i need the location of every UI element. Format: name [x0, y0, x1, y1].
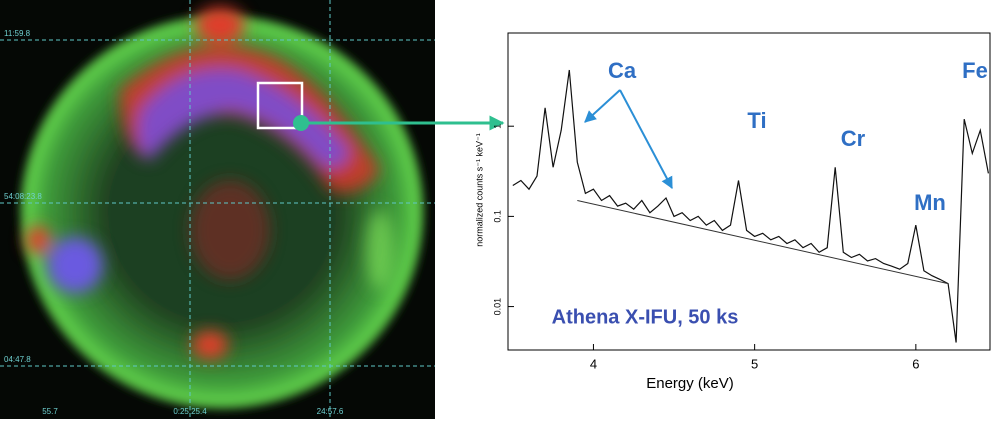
- y-tick-label: 0.1: [492, 210, 502, 223]
- y-axis-label: normalized counts s⁻¹ keV⁻¹: [474, 133, 484, 247]
- dec-label: 04:47.8: [4, 355, 31, 364]
- line-label: Mn: [914, 190, 946, 215]
- line-label: Ca: [608, 58, 637, 83]
- ra-label: 55.7: [42, 407, 58, 416]
- line-label: Ti: [747, 108, 766, 133]
- y-tick-label: 1: [492, 124, 502, 129]
- dec-label: 11:59.8: [4, 29, 31, 38]
- instrument-label: Athena X-IFU, 50 ks: [552, 306, 739, 328]
- line-label: Fe: [962, 58, 988, 83]
- line-label: Cr: [841, 126, 866, 151]
- ra-label: 0:25:25.4: [173, 407, 207, 416]
- ra-label: 24:57.6: [317, 407, 344, 416]
- xray-image: [0, 0, 505, 419]
- y-tick-label: 0.01: [492, 298, 502, 316]
- spectrum-line: [577, 200, 949, 285]
- dec-label: 54:08:23.8: [4, 192, 42, 201]
- x-axis-label: Energy (keV): [646, 375, 734, 392]
- x-tick-label: 6: [912, 356, 919, 371]
- x-tick-label: 5: [751, 356, 758, 371]
- spectrum-line: [512, 69, 989, 343]
- x-tick-label: 4: [590, 356, 597, 371]
